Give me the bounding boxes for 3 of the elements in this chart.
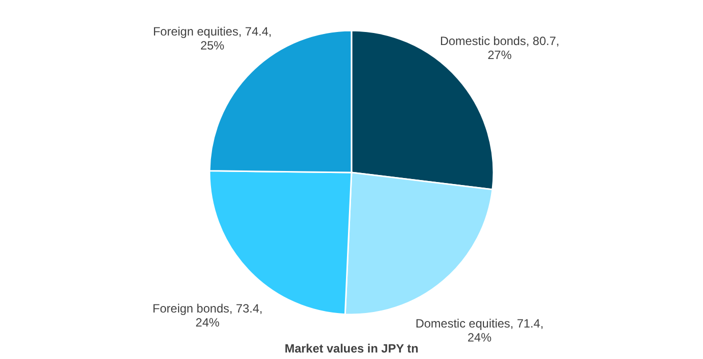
slice-label: Domestic bonds, 80.7, 27% xyxy=(440,34,560,62)
slice-label: Foreign equities, 74.4, 25% xyxy=(152,24,272,53)
slice-label: Foreign bonds, 73.4, 24% xyxy=(152,301,263,330)
